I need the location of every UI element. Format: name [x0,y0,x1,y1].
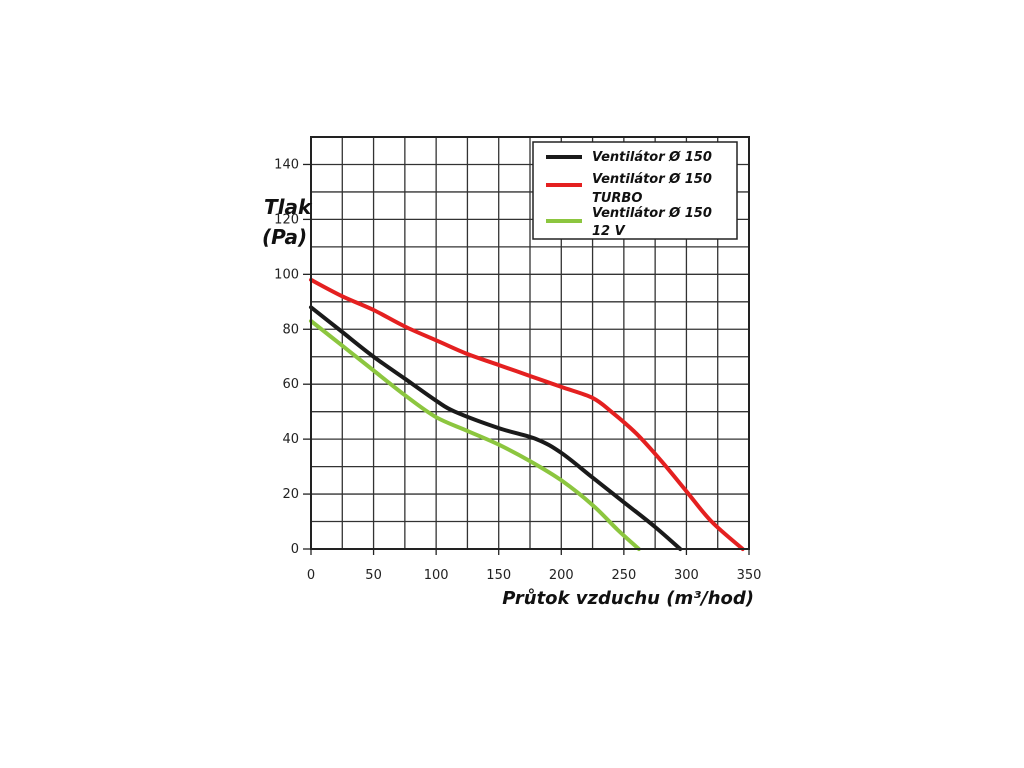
legend-label: Ventilátor Ø 150 [592,172,712,187]
x-tick-label: 350 [737,568,762,583]
y-tick-label: 140 [274,157,299,172]
x-tick-label: 150 [486,568,511,583]
y-tick-label: 60 [282,377,299,392]
x-tick-label: 200 [549,568,574,583]
plot-frame [310,136,750,550]
x-tick-label: 250 [611,568,636,583]
y-tick-label: 20 [282,487,299,502]
legend-label: Ventilátor Ø 150 [592,150,712,165]
series-lines [309,277,745,551]
y-tick-label: 120 [274,212,299,227]
x-axis-ticks: 0 50 100 150 200 250 300 350 [307,549,762,583]
y-tick-label: 0 [291,542,299,557]
x-tick-label: 0 [307,568,315,583]
series-line-ventilator-150-12v [309,319,641,551]
x-tick-label: 50 [365,568,382,583]
y-axis-title-line2: (Pa) [262,225,307,249]
x-tick-label: 300 [674,568,699,583]
legend-label: Ventilátor Ø 150 [592,206,712,221]
x-axis-title: Průtok vzduchu (m³/hod) [502,588,754,609]
legend-label: 12 V [592,224,626,239]
y-axis-ticks: 0 20 40 60 80 100 120 140 [274,157,311,557]
series-line-ventilator-150-turbo [309,277,745,551]
x-tick-label: 100 [424,568,449,583]
legend-label: TURBO [592,191,642,206]
y-tick-label: 100 [274,267,299,282]
y-axis-title-line1: Tlak [264,195,313,219]
series-line-ventilator-150 [309,305,683,551]
y-tick-label: 80 [282,322,299,337]
y-tick-label: 40 [282,432,299,447]
